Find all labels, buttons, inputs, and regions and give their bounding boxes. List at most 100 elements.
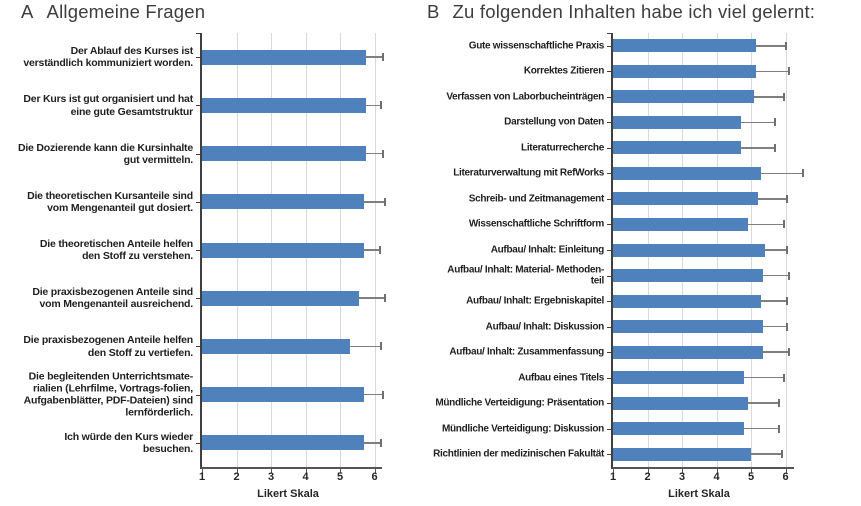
panel-b-title: B Zu folgenden Inhalten habe ich viel gel… <box>427 1 815 23</box>
category-label: Der Ablauf des Kurses ist verständlich k… <box>23 44 193 70</box>
x-axis-tick <box>613 467 614 473</box>
category-label: Aufbau/ Inhalt: Zusammenfassung <box>449 346 604 358</box>
x-axis-tick <box>374 467 376 473</box>
error-bar-line <box>747 402 779 404</box>
error-bar-cap <box>378 246 381 254</box>
y-axis-tick <box>196 346 202 348</box>
error-bar-line <box>364 393 384 396</box>
y-axis-tick <box>196 105 202 107</box>
category-label: Wissenschaftliche Schriftform <box>468 218 604 230</box>
panel-b: B Zu folgenden Inhalten habe ich viel gel… <box>427 0 861 506</box>
bar <box>613 141 741 155</box>
x-axis-tick-label: 5 <box>747 471 755 483</box>
bar <box>613 192 758 206</box>
category-label: Mündliche Verteidigung: Präsentation <box>435 397 604 409</box>
y-axis-tick <box>196 298 202 300</box>
bar <box>613 269 764 283</box>
y-axis-tick <box>607 454 613 456</box>
panel-letter: A <box>21 1 34 22</box>
error-bar-cap <box>787 271 790 280</box>
error-bar-line <box>763 351 789 353</box>
category-label: Die praxisbezogenen Anteile sind vom Men… <box>32 286 193 311</box>
bar <box>613 345 764 359</box>
x-axis-tick-label: 5 <box>336 471 344 483</box>
category-label: Die Dozierende kann die Kursinhalte gut … <box>17 141 193 166</box>
error-bar-cap <box>787 67 790 76</box>
y-axis-tick <box>607 275 613 277</box>
x-axis-tick <box>271 467 272 473</box>
error-bar-cap <box>786 297 789 306</box>
y-axis-tick <box>196 33 202 34</box>
y-axis-tick <box>607 428 613 430</box>
error-bar-line <box>744 427 779 430</box>
error-bar-line <box>365 152 384 155</box>
x-axis-title: Likert Skala <box>668 488 730 500</box>
y-axis-tick <box>607 224 613 226</box>
category-label: Aufbau/ Inhalt: Einleitung <box>490 244 605 256</box>
error-bar-line <box>350 345 382 348</box>
bar <box>202 146 366 162</box>
y-axis-tick <box>607 33 613 34</box>
error-bar-line <box>365 56 384 58</box>
y-axis-tick <box>607 96 613 98</box>
y-axis-tick <box>607 198 613 200</box>
x-axis-tick <box>785 467 787 473</box>
error-bar-cap <box>382 149 385 158</box>
error-bar-cap <box>777 424 780 433</box>
x-axis-tick-label: 2 <box>644 471 651 483</box>
error-bar-cap <box>784 41 787 50</box>
x-axis-tick-label: 4 <box>713 471 720 483</box>
panel-a: A Allgemeine Fragen Der Ablauf des Kurses… <box>0 0 430 506</box>
x-axis-tick-label: 1 <box>609 471 617 483</box>
y-axis-tick <box>196 394 202 396</box>
error-bar-line <box>358 297 385 299</box>
x-axis-tick <box>340 467 341 473</box>
error-bar-cap <box>786 246 789 254</box>
x-axis-tick-label: 4 <box>302 471 309 483</box>
category-label: Die theoretischen Anteile helfen den Sto… <box>39 237 193 262</box>
error-bar-line <box>365 104 382 107</box>
bar-chart-plot-a: Likert Skala 1 2 3 4 5 6 <box>196 33 386 500</box>
bar <box>613 39 757 53</box>
error-bar-cap <box>774 143 777 152</box>
bar-chart-plot-b: Likert Skala 1 2 3 4 5 6 <box>607 33 804 500</box>
y-axis-tick <box>196 250 202 251</box>
x-axis-tick <box>202 467 203 473</box>
category-label: Die praxisbezogenen Anteile helfen den S… <box>23 334 193 359</box>
bar <box>202 97 366 113</box>
bar <box>613 166 762 180</box>
category-label: Die theoretischen Kursanteile sind vom M… <box>27 189 193 214</box>
y-axis-tick <box>607 173 613 175</box>
category-labels: Gute wissenschaftliche Praxis Korrektes Z… <box>420 33 611 467</box>
category-label: Literaturrecherche <box>521 142 604 154</box>
error-bar-cap <box>382 390 385 399</box>
category-label: Korrektes Zitieren <box>523 65 604 77</box>
error-bar-cap <box>782 220 785 229</box>
panel-title-text: Allgemeine Fragen <box>46 1 206 22</box>
error-bar-line <box>744 376 784 379</box>
error-bar-cap <box>380 101 383 110</box>
bar <box>613 396 748 410</box>
y-axis-tick <box>607 250 613 251</box>
error-bar-line <box>740 147 776 149</box>
bar <box>613 371 745 385</box>
bar <box>202 387 365 403</box>
x-axis-tick-label: 1 <box>198 471 206 483</box>
error-bar-cap <box>782 373 785 382</box>
category-label: Ich würde den Kurs wieder besuchen. <box>64 430 193 455</box>
bar <box>613 217 748 231</box>
y-axis-tick <box>607 326 613 328</box>
error-bar-line <box>364 249 380 251</box>
category-label: Richtlinien der medizinischen Fakultät <box>433 448 604 460</box>
y-axis-tick <box>607 403 613 405</box>
error-bar-line <box>756 45 786 47</box>
panel-title-text: Zu folgenden Inhalten habe ich viel gele… <box>452 1 816 22</box>
panel-letter: B <box>427 1 440 22</box>
x-axis-tick-label: 2 <box>233 471 240 483</box>
y-axis-tick <box>196 442 202 444</box>
error-bar-cap <box>801 169 804 178</box>
error-bar-line <box>764 249 788 251</box>
error-bar-cap <box>383 294 386 303</box>
error-bar-cap <box>380 438 383 447</box>
error-bar-cap <box>380 342 383 351</box>
